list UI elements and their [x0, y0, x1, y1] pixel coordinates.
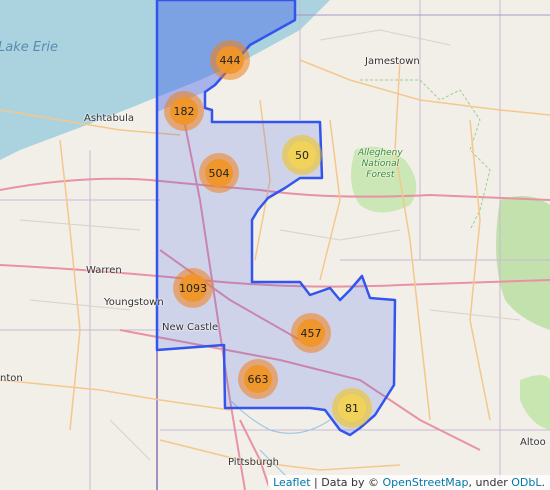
cluster-count: 81	[338, 394, 366, 422]
jamestown-label: Jamestown	[365, 56, 420, 67]
leaflet-link[interactable]: Leaflet	[273, 476, 311, 489]
cluster-marker[interactable]: 81	[332, 388, 372, 428]
cluster-count: 457	[297, 319, 325, 347]
cluster-marker[interactable]: 50	[282, 135, 322, 175]
map-attribution: Leaflet | Data by © OpenStreetMap, under…	[268, 475, 550, 490]
canton-label: nton	[0, 373, 23, 384]
odbl-link[interactable]: ODbL	[511, 476, 542, 489]
attribution-text: , under	[468, 476, 512, 489]
attribution-text: | Data by ©	[310, 476, 383, 489]
cluster-count: 1093	[179, 274, 207, 302]
cluster-marker[interactable]: 663	[238, 359, 278, 399]
attribution-text: .	[541, 476, 546, 489]
cluster-count: 444	[216, 46, 244, 74]
allegheny-forest-label: Allegheny National Forest	[358, 148, 403, 180]
highlighted-region	[155, 0, 397, 437]
ashtabula-label: Ashtabula	[84, 113, 135, 124]
new-castle-label: New Castle	[162, 322, 219, 333]
cluster-marker[interactable]: 444	[210, 40, 250, 80]
lake-erie-label: Lake Erie	[0, 40, 59, 55]
pittsburgh-label: Pittsburgh	[228, 457, 279, 468]
cluster-count: 663	[244, 365, 272, 393]
openstreetmap-link[interactable]: OpenStreetMap	[382, 476, 469, 489]
cluster-count: 50	[288, 141, 316, 169]
cluster-marker[interactable]: 1093	[173, 268, 213, 308]
cluster-marker[interactable]: 182	[164, 91, 204, 131]
cluster-marker[interactable]: 457	[291, 313, 331, 353]
cluster-count: 504	[205, 159, 233, 187]
cluster-count: 182	[170, 97, 198, 125]
cluster-marker[interactable]: 504	[199, 153, 239, 193]
youngstown-label: Youngstown	[104, 297, 164, 308]
altoona-label: Altoo	[520, 437, 546, 448]
warren-label: Warren	[86, 265, 122, 276]
